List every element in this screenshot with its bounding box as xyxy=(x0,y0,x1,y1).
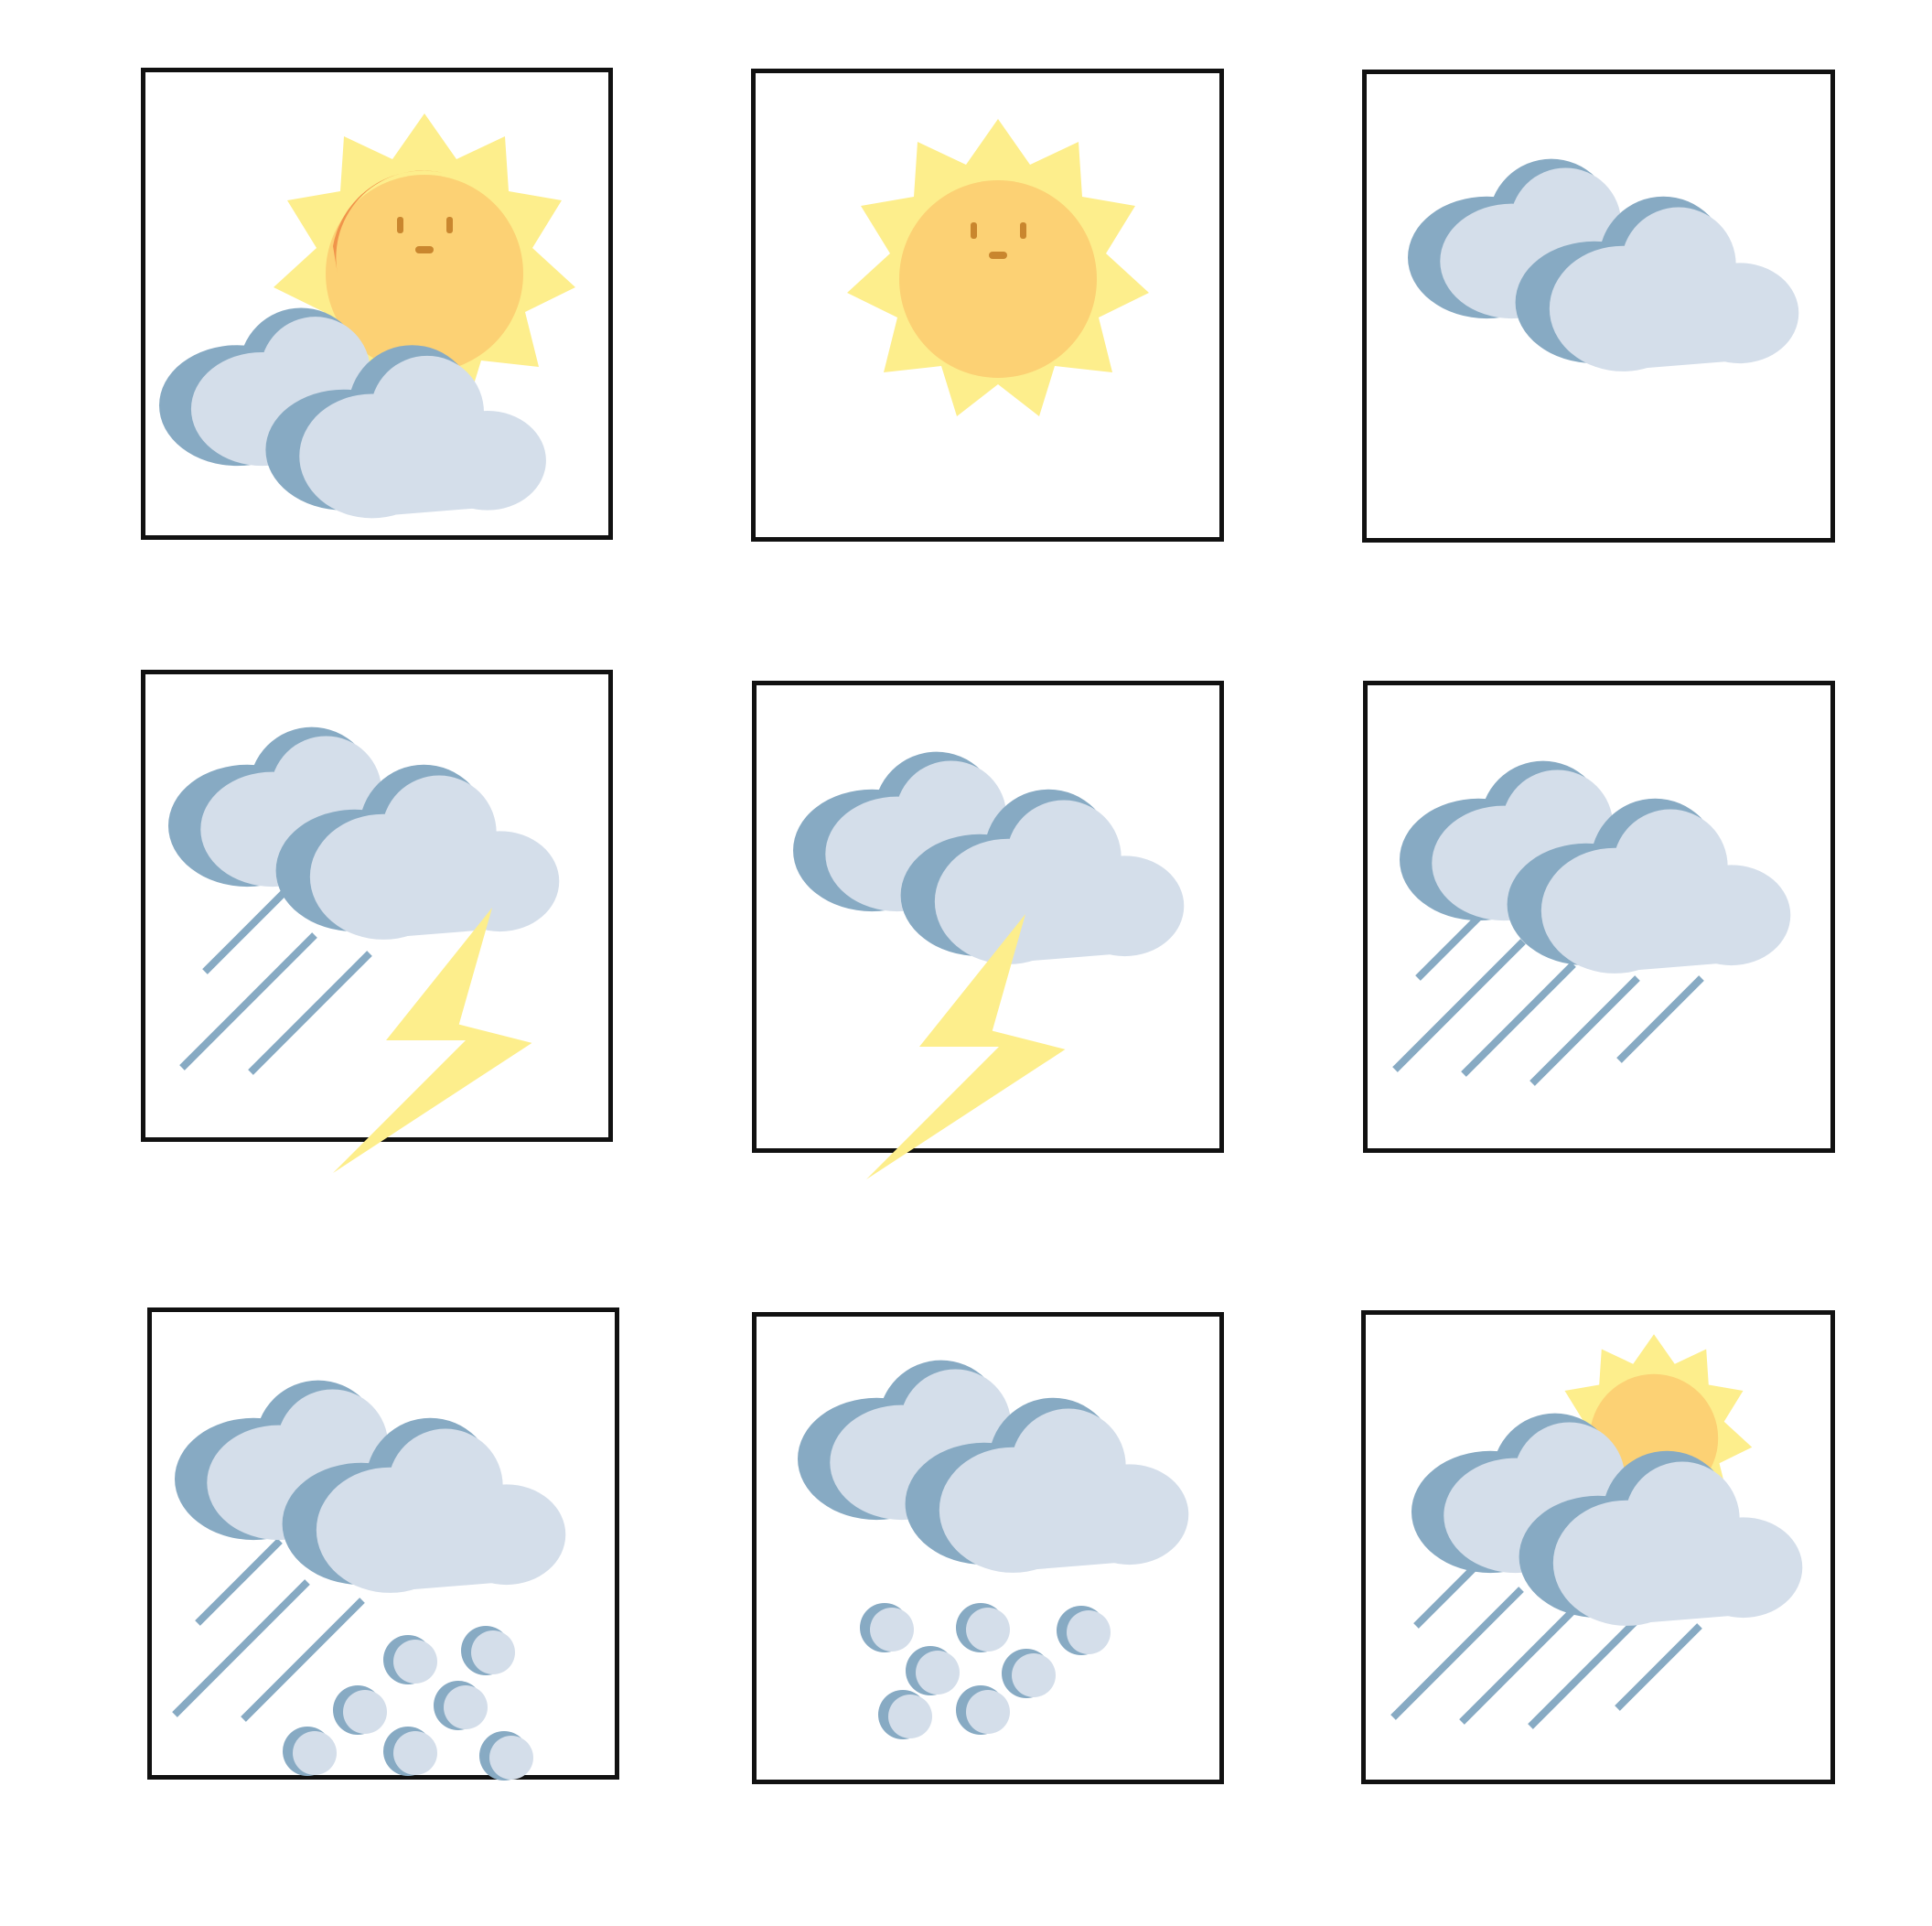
thunderstorm-tile xyxy=(752,681,1224,1179)
thunderstorm-icon xyxy=(793,751,1185,1179)
partly-cloudy-icon xyxy=(159,113,575,519)
sun-shower-tile xyxy=(1361,1310,1835,1784)
rain-tile xyxy=(1363,681,1835,1153)
hail-tile xyxy=(752,1312,1224,1784)
sun-shower-icon xyxy=(1390,1334,1803,1729)
rain-icon xyxy=(1392,760,1791,1086)
cloudy-icon xyxy=(1408,158,1799,371)
partly-cloudy-tile xyxy=(141,68,613,540)
hail-rain-tile xyxy=(147,1307,619,1781)
cloudy-tile xyxy=(1362,70,1835,543)
thunderstorm-rain-tile xyxy=(141,670,613,1173)
sunny-icon xyxy=(847,119,1149,416)
sunny-tile xyxy=(751,69,1224,542)
thunderstorm-rain-icon xyxy=(168,726,560,1173)
hail-icon xyxy=(798,1360,1189,1739)
hail-rain-icon xyxy=(172,1380,566,1781)
